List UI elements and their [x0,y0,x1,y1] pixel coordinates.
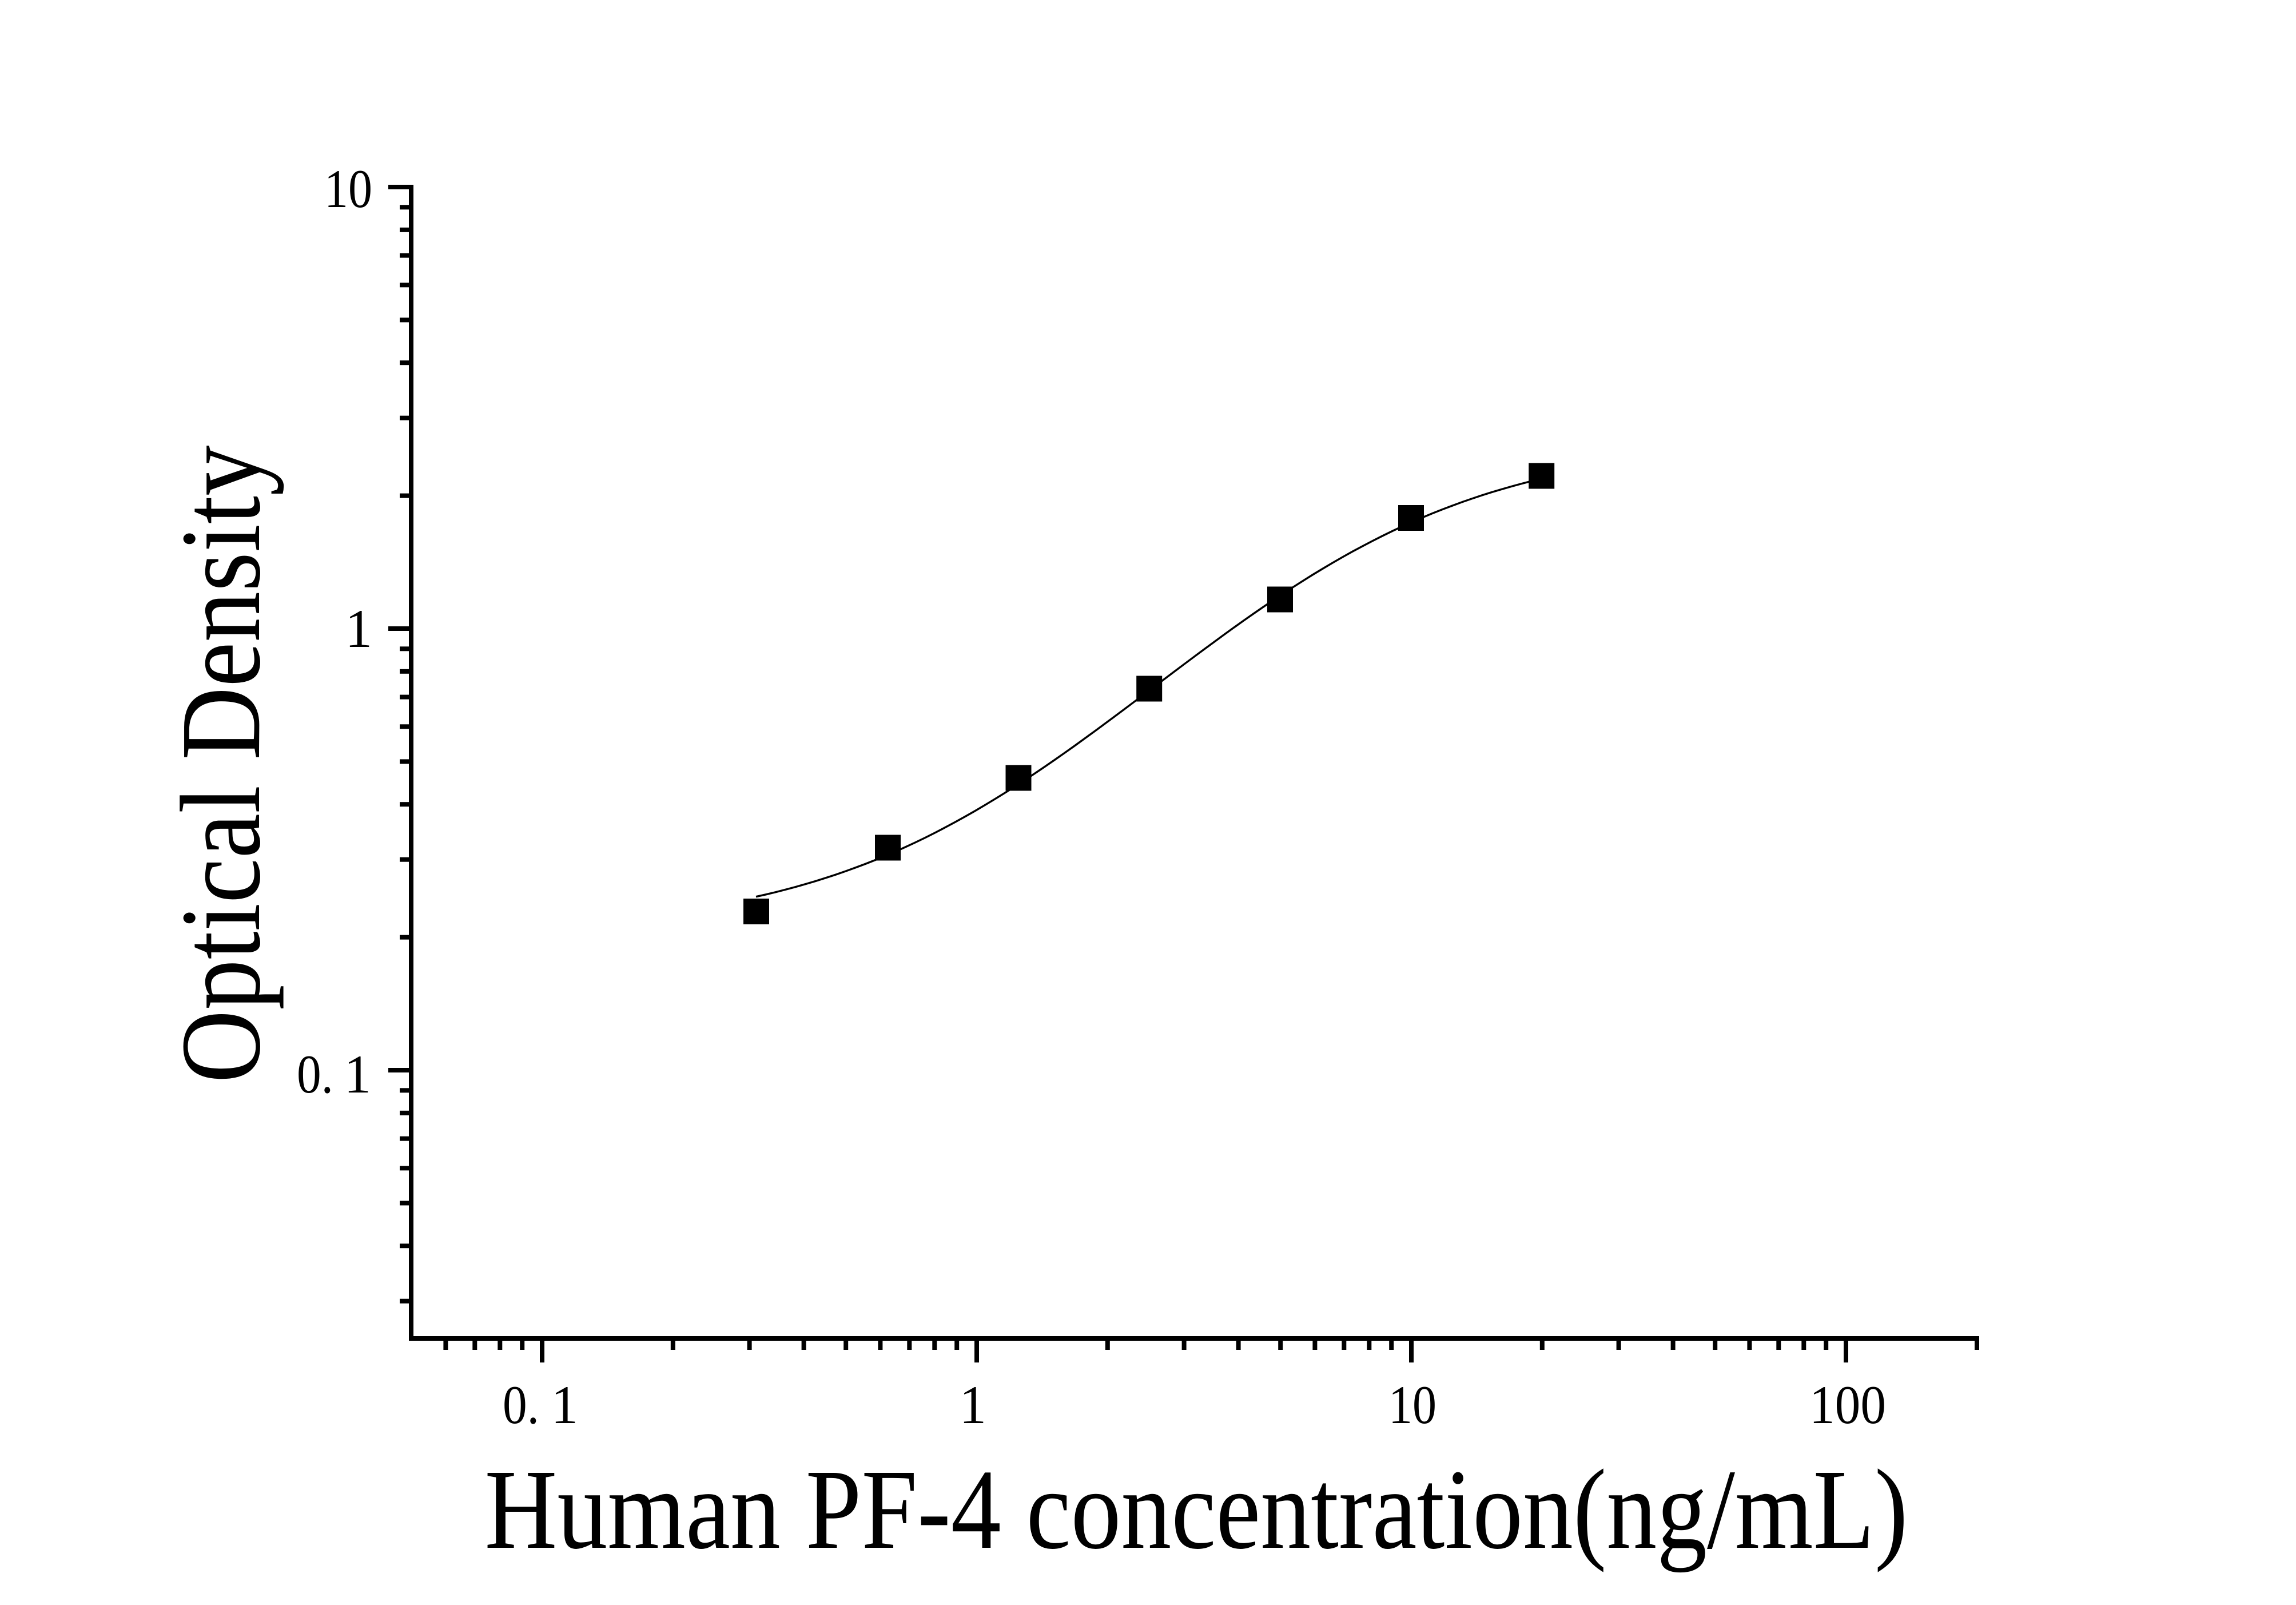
svg-text:Optical Density: Optical Density [158,446,284,1083]
svg-text:100: 100 [1809,1374,1886,1435]
svg-text:0.: 0. [503,1374,539,1435]
svg-text:1: 1 [960,1374,987,1435]
svg-text:1: 1 [344,1044,372,1105]
svg-text:0.: 0. [297,1044,333,1105]
svg-text:1: 1 [345,598,373,659]
svg-text:1: 1 [551,1374,579,1435]
svg-text:10: 10 [1388,1374,1437,1435]
svg-text:Human PF-4 concentration(ng/mL: Human PF-4 concentration(ng/mL) [485,1447,1908,1573]
svg-text:10: 10 [324,158,372,219]
